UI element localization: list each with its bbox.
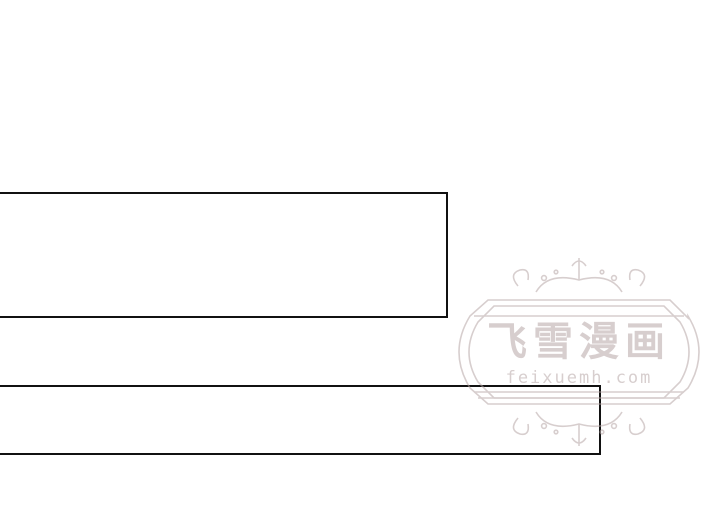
watermark-logo: 飞雪漫画 feixuemh.com <box>448 252 710 452</box>
comic-panel-top <box>0 192 448 318</box>
watermark-url: feixuemh.com <box>505 368 653 388</box>
comic-panel-bottom <box>0 385 601 455</box>
watermark-title: 飞雪漫画 <box>487 319 671 365</box>
watermark-frame-icon <box>458 258 700 446</box>
